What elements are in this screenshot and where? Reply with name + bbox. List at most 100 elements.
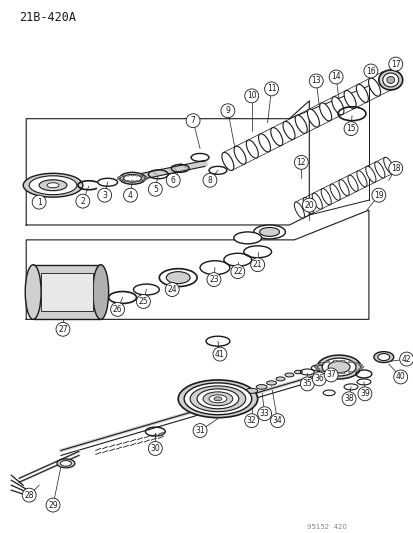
Ellipse shape [319, 370, 323, 372]
Ellipse shape [315, 368, 319, 370]
Ellipse shape [144, 176, 147, 178]
Ellipse shape [313, 366, 318, 368]
Ellipse shape [315, 364, 319, 366]
Circle shape [309, 74, 323, 88]
Circle shape [165, 282, 179, 296]
Text: 18: 18 [390, 164, 399, 173]
Ellipse shape [356, 171, 366, 187]
Text: 12: 12 [296, 158, 305, 167]
Circle shape [123, 188, 137, 202]
Ellipse shape [358, 368, 362, 370]
Ellipse shape [331, 96, 343, 115]
Text: 27: 27 [58, 325, 68, 334]
Text: 19: 19 [373, 191, 383, 200]
Ellipse shape [259, 228, 279, 237]
Ellipse shape [311, 193, 322, 209]
Text: 10: 10 [246, 91, 256, 100]
Text: 2: 2 [80, 197, 85, 206]
Ellipse shape [359, 366, 363, 368]
Ellipse shape [139, 180, 142, 181]
Ellipse shape [256, 385, 266, 389]
Ellipse shape [380, 72, 392, 90]
Ellipse shape [145, 177, 147, 179]
Text: 5: 5 [152, 185, 157, 193]
Ellipse shape [184, 383, 251, 415]
Circle shape [46, 498, 60, 512]
Circle shape [357, 387, 371, 401]
Text: 33: 33 [259, 409, 269, 418]
Circle shape [244, 414, 258, 427]
Text: 42: 42 [401, 354, 411, 364]
Circle shape [212, 347, 226, 361]
Text: 9: 9 [225, 106, 230, 115]
Text: 17: 17 [390, 60, 399, 69]
Circle shape [311, 372, 325, 386]
Circle shape [148, 182, 162, 196]
Ellipse shape [221, 152, 233, 171]
Text: 34: 34 [272, 416, 282, 425]
Ellipse shape [266, 381, 276, 385]
Text: 16: 16 [365, 67, 375, 76]
Ellipse shape [245, 389, 257, 393]
Text: 28: 28 [24, 491, 34, 499]
Circle shape [166, 173, 180, 187]
Text: 32: 32 [246, 416, 256, 425]
Ellipse shape [25, 265, 41, 319]
Circle shape [192, 424, 206, 438]
Ellipse shape [119, 176, 122, 177]
Ellipse shape [123, 175, 126, 176]
Text: 15: 15 [345, 124, 355, 133]
Ellipse shape [142, 180, 145, 181]
Ellipse shape [214, 397, 221, 401]
Ellipse shape [319, 103, 331, 121]
Circle shape [244, 89, 258, 103]
Ellipse shape [332, 360, 336, 362]
Ellipse shape [123, 174, 141, 182]
Text: 26: 26 [112, 305, 122, 314]
Text: 3: 3 [102, 191, 107, 200]
Ellipse shape [382, 73, 398, 87]
Circle shape [399, 352, 413, 366]
Ellipse shape [365, 166, 375, 182]
Ellipse shape [131, 181, 134, 182]
Ellipse shape [118, 176, 121, 178]
Circle shape [257, 407, 271, 421]
Circle shape [186, 114, 199, 127]
Ellipse shape [340, 360, 344, 362]
Text: 22: 22 [233, 267, 242, 276]
Text: 25: 25 [138, 297, 148, 306]
Ellipse shape [320, 189, 330, 205]
Text: 7: 7 [190, 116, 195, 125]
Ellipse shape [119, 180, 122, 181]
Circle shape [202, 173, 216, 187]
Ellipse shape [119, 172, 145, 184]
Text: 23: 23 [209, 275, 218, 284]
Ellipse shape [233, 146, 245, 164]
Ellipse shape [93, 265, 108, 319]
Ellipse shape [197, 389, 238, 409]
Ellipse shape [144, 179, 147, 180]
Circle shape [56, 322, 70, 336]
Circle shape [341, 392, 355, 406]
Ellipse shape [202, 392, 232, 406]
Ellipse shape [378, 70, 402, 90]
Ellipse shape [253, 225, 285, 239]
Ellipse shape [270, 127, 282, 146]
Ellipse shape [374, 161, 384, 178]
Circle shape [343, 122, 357, 135]
Ellipse shape [332, 372, 336, 374]
Text: 30: 30 [150, 444, 160, 453]
Circle shape [230, 265, 244, 279]
Text: 95152  420: 95152 420 [306, 524, 347, 530]
Text: 35: 35 [302, 379, 311, 389]
Circle shape [22, 488, 36, 502]
Circle shape [371, 188, 385, 202]
Ellipse shape [319, 362, 323, 364]
Ellipse shape [368, 78, 380, 96]
Text: 39: 39 [359, 389, 369, 398]
Ellipse shape [190, 386, 245, 411]
Ellipse shape [233, 232, 261, 244]
Ellipse shape [325, 371, 329, 373]
Text: 36: 36 [313, 375, 323, 383]
Bar [41, 273, 93, 311]
